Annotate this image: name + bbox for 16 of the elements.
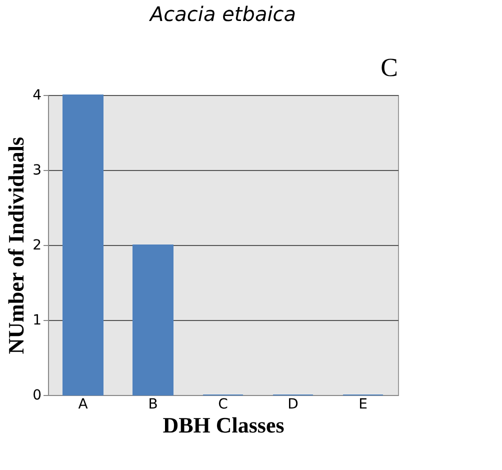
bar: [62, 94, 104, 396]
x-tick-label: E: [358, 396, 368, 412]
y-tick-label: 1: [32, 312, 42, 328]
chart-title: Acacia etbaica: [148, 2, 296, 26]
x-tick-label: A: [78, 396, 88, 412]
y-tick-label: 0: [32, 388, 42, 404]
y-tick-label: 4: [32, 88, 42, 104]
x-axis-title: DBH Classes: [162, 412, 285, 438]
x-tick-label: D: [288, 396, 298, 412]
y-axis-title: NUmber of Individuals: [4, 136, 29, 354]
x-tick-label: B: [148, 396, 158, 412]
bar: [132, 244, 174, 396]
y-tick-label: 2: [32, 238, 42, 254]
text: C: [380, 53, 398, 82]
x-tick-label: C: [218, 396, 228, 412]
y-tick-label: 3: [32, 162, 42, 178]
